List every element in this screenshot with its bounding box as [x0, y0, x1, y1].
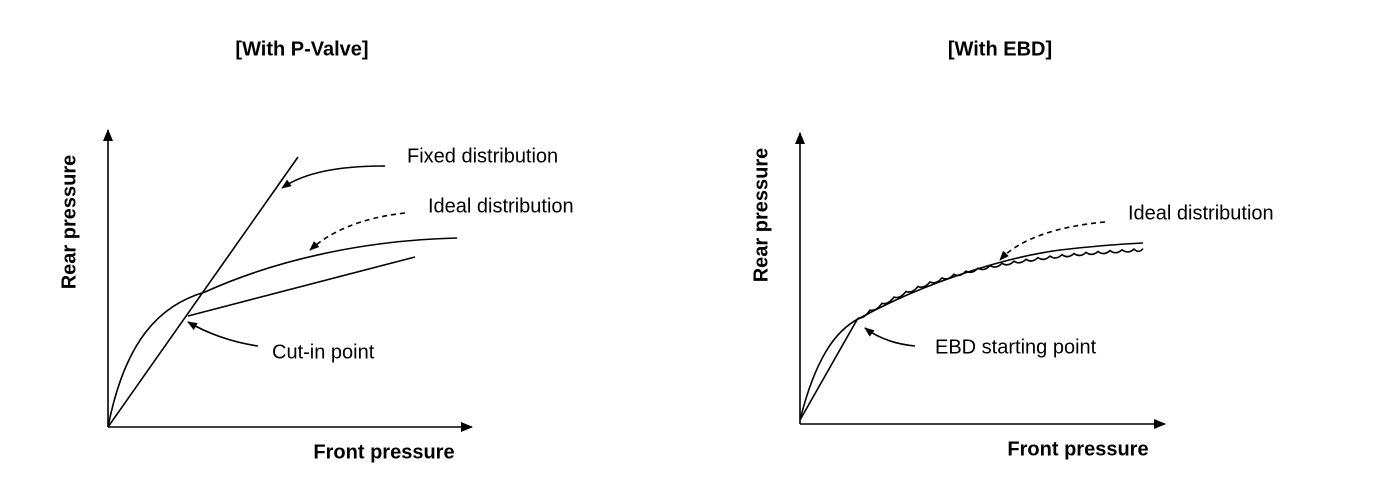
annotation-arrow [281, 165, 386, 189]
ideal-distribution-curve [799, 242, 1144, 421]
ebd-control-curve [857, 247, 1144, 319]
x-axis-label: Front pressure [313, 441, 454, 463]
panel-title: [With EBD] [948, 38, 1052, 60]
ideal-distribution-curve [107, 237, 458, 428]
cut-in-line [187, 256, 416, 317]
y-axis-label: Rear pressure [58, 155, 80, 290]
x-axis-label: Front pressure [1007, 438, 1148, 460]
annotation: Ideal distribution [428, 195, 574, 217]
y-axis-label: Rear pressure [750, 148, 772, 283]
panel-title: [With P-Valve] [235, 38, 368, 60]
annotation-arrow [999, 221, 1106, 261]
ebd-line [799, 317, 859, 421]
annotation: Fixed distribution [407, 145, 558, 167]
annotation-arrow [187, 321, 259, 347]
annotation: EBD starting point [935, 336, 1097, 358]
annotation-arrow [309, 212, 406, 251]
annotation-arrow [864, 327, 916, 347]
annotation: Cut-in point [272, 341, 375, 363]
annotation: Ideal distribution [1128, 202, 1274, 224]
